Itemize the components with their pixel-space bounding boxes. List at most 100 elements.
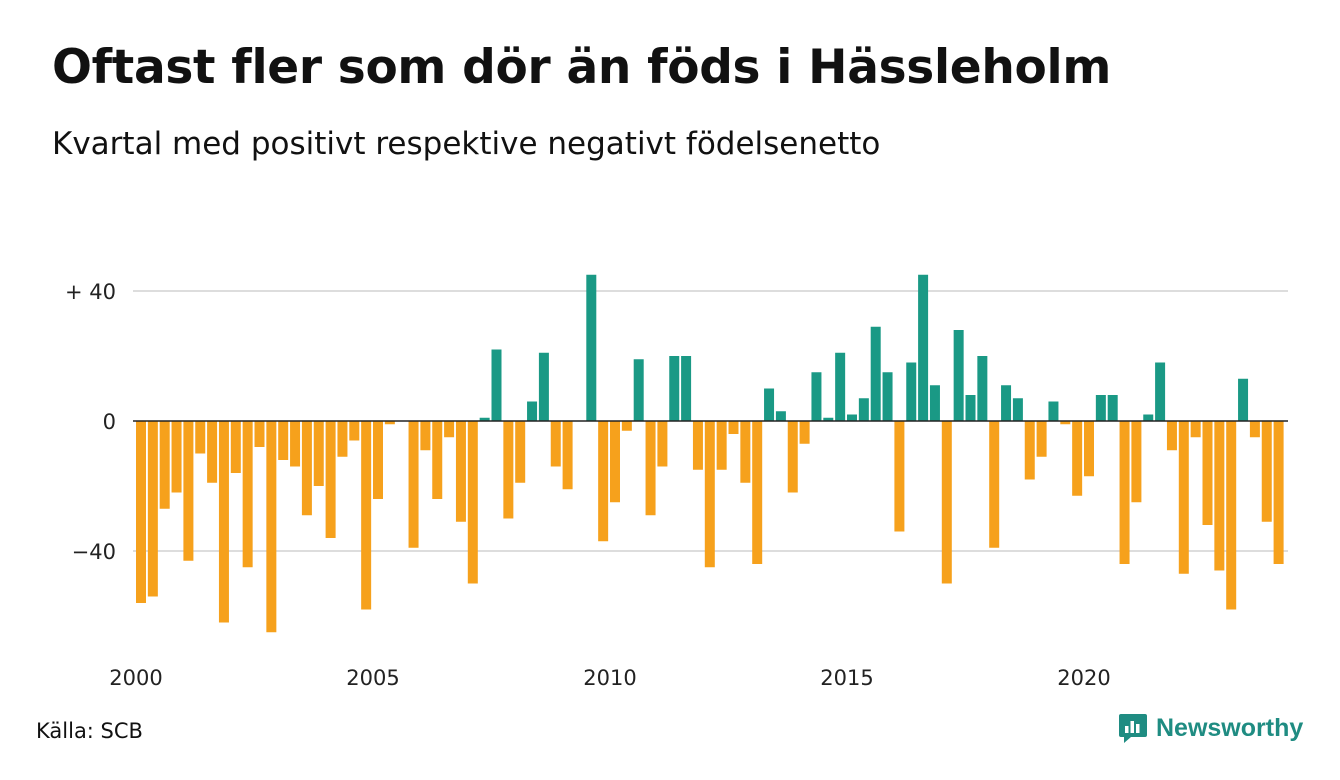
bar-negative bbox=[1072, 421, 1083, 496]
bar-negative bbox=[752, 421, 763, 564]
bar-negative bbox=[136, 421, 146, 603]
bar-negative bbox=[610, 421, 620, 503]
bar-negative bbox=[337, 421, 348, 457]
bar-positive bbox=[669, 356, 680, 421]
bar-negative bbox=[657, 421, 668, 467]
bar-negative bbox=[645, 421, 656, 516]
bar-positive bbox=[1048, 401, 1059, 421]
bar-negative bbox=[467, 421, 478, 584]
bar-negative bbox=[218, 421, 229, 623]
bar-negative bbox=[278, 421, 289, 460]
bar-positive bbox=[847, 414, 857, 421]
x-tick-label: 2020 bbox=[1057, 666, 1110, 690]
bar-negative bbox=[230, 421, 241, 473]
bar-negative bbox=[349, 421, 360, 441]
y-tick-label: −40 bbox=[72, 540, 116, 564]
bar-positive bbox=[906, 362, 917, 421]
bar-positive bbox=[527, 401, 538, 421]
x-tick-label: 2005 bbox=[346, 666, 399, 690]
axis-labels: + 40 0 −40 2000 2005 2010 2015 2020 bbox=[65, 280, 1111, 690]
bar-negative bbox=[159, 421, 170, 509]
bar-positive bbox=[681, 356, 692, 421]
bar-negative bbox=[1060, 421, 1071, 425]
bar-negative bbox=[242, 421, 253, 568]
bar-negative bbox=[266, 421, 277, 633]
bar-negative bbox=[254, 421, 265, 447]
bar-negative bbox=[1190, 421, 1201, 438]
bar-positive bbox=[1012, 398, 1023, 421]
bar-negative bbox=[1036, 421, 1047, 457]
bar-negative bbox=[728, 421, 739, 434]
bar-positive bbox=[870, 326, 881, 421]
x-tick-label: 2015 bbox=[820, 666, 873, 690]
bars bbox=[136, 274, 1284, 633]
bar-negative bbox=[325, 421, 336, 538]
bar-positive bbox=[1095, 395, 1106, 421]
bar-positive bbox=[929, 385, 940, 421]
x-tick-label: 2010 bbox=[583, 666, 636, 690]
bar-negative bbox=[1084, 421, 1094, 477]
bar-negative bbox=[455, 421, 466, 522]
bar-negative bbox=[1214, 421, 1225, 571]
bar-negative bbox=[1024, 421, 1035, 480]
chart-title: Oftast fler som dör än föds i Hässleholm bbox=[52, 40, 1111, 95]
bar-positive bbox=[835, 352, 846, 421]
bar-negative bbox=[183, 421, 194, 561]
bar-positive bbox=[764, 388, 775, 421]
bar-negative bbox=[361, 421, 372, 610]
bar-negative bbox=[598, 421, 609, 542]
bar-positive bbox=[1143, 414, 1154, 421]
bar-negative bbox=[1273, 421, 1284, 564]
bar-negative bbox=[384, 421, 395, 425]
bar-negative bbox=[621, 421, 632, 431]
brand-name: Newsworthy bbox=[1156, 713, 1304, 742]
bar-positive bbox=[965, 395, 976, 421]
bar-negative bbox=[420, 421, 431, 451]
bar-negative bbox=[894, 421, 905, 532]
bar-negative bbox=[550, 421, 561, 467]
x-tick-label: 2000 bbox=[109, 666, 162, 690]
bar-positive bbox=[858, 398, 869, 421]
bar-positive bbox=[1238, 378, 1249, 421]
bar-negative bbox=[692, 421, 703, 470]
bar-negative bbox=[740, 421, 751, 483]
bar-positive bbox=[775, 411, 786, 421]
bar-negative bbox=[373, 421, 383, 499]
bar-negative bbox=[444, 421, 455, 438]
newsworthy-logo-icon bbox=[1119, 714, 1147, 743]
bar-negative bbox=[562, 421, 573, 490]
bar-negative bbox=[515, 421, 526, 483]
y-tick-label: + 40 bbox=[65, 280, 116, 304]
bar-negative bbox=[432, 421, 443, 499]
bar-negative bbox=[1131, 421, 1142, 503]
y-tick-label: 0 bbox=[103, 410, 116, 434]
bar-positive bbox=[823, 417, 834, 421]
bar-positive bbox=[918, 274, 929, 421]
bar-negative bbox=[171, 421, 182, 493]
bar-negative bbox=[716, 421, 727, 470]
bar-negative bbox=[1119, 421, 1130, 564]
bar-positive bbox=[1155, 362, 1166, 421]
bar-negative bbox=[704, 421, 715, 568]
chart-subtitle: Kvartal med positivt respektive negativt… bbox=[52, 126, 881, 162]
bar-negative bbox=[207, 421, 218, 483]
bar-positive bbox=[586, 274, 597, 421]
bar-negative bbox=[941, 421, 952, 584]
bar-positive bbox=[882, 372, 893, 421]
bar-negative bbox=[1166, 421, 1177, 451]
bar-negative bbox=[313, 421, 324, 486]
bar-negative bbox=[1226, 421, 1237, 610]
bar-negative bbox=[147, 421, 158, 597]
brand-logo[interactable]: Newsworthy bbox=[1118, 712, 1303, 744]
bar-negative bbox=[787, 421, 798, 493]
bar-negative bbox=[408, 421, 419, 548]
source-note: Källa: SCB bbox=[36, 719, 143, 743]
bar-negative bbox=[290, 421, 301, 467]
bar-positive bbox=[811, 372, 822, 421]
bar-positive bbox=[538, 352, 549, 421]
bar-negative bbox=[1202, 421, 1213, 525]
bar-negative bbox=[799, 421, 810, 444]
bar-positive bbox=[479, 417, 490, 421]
bar-positive bbox=[491, 349, 502, 421]
